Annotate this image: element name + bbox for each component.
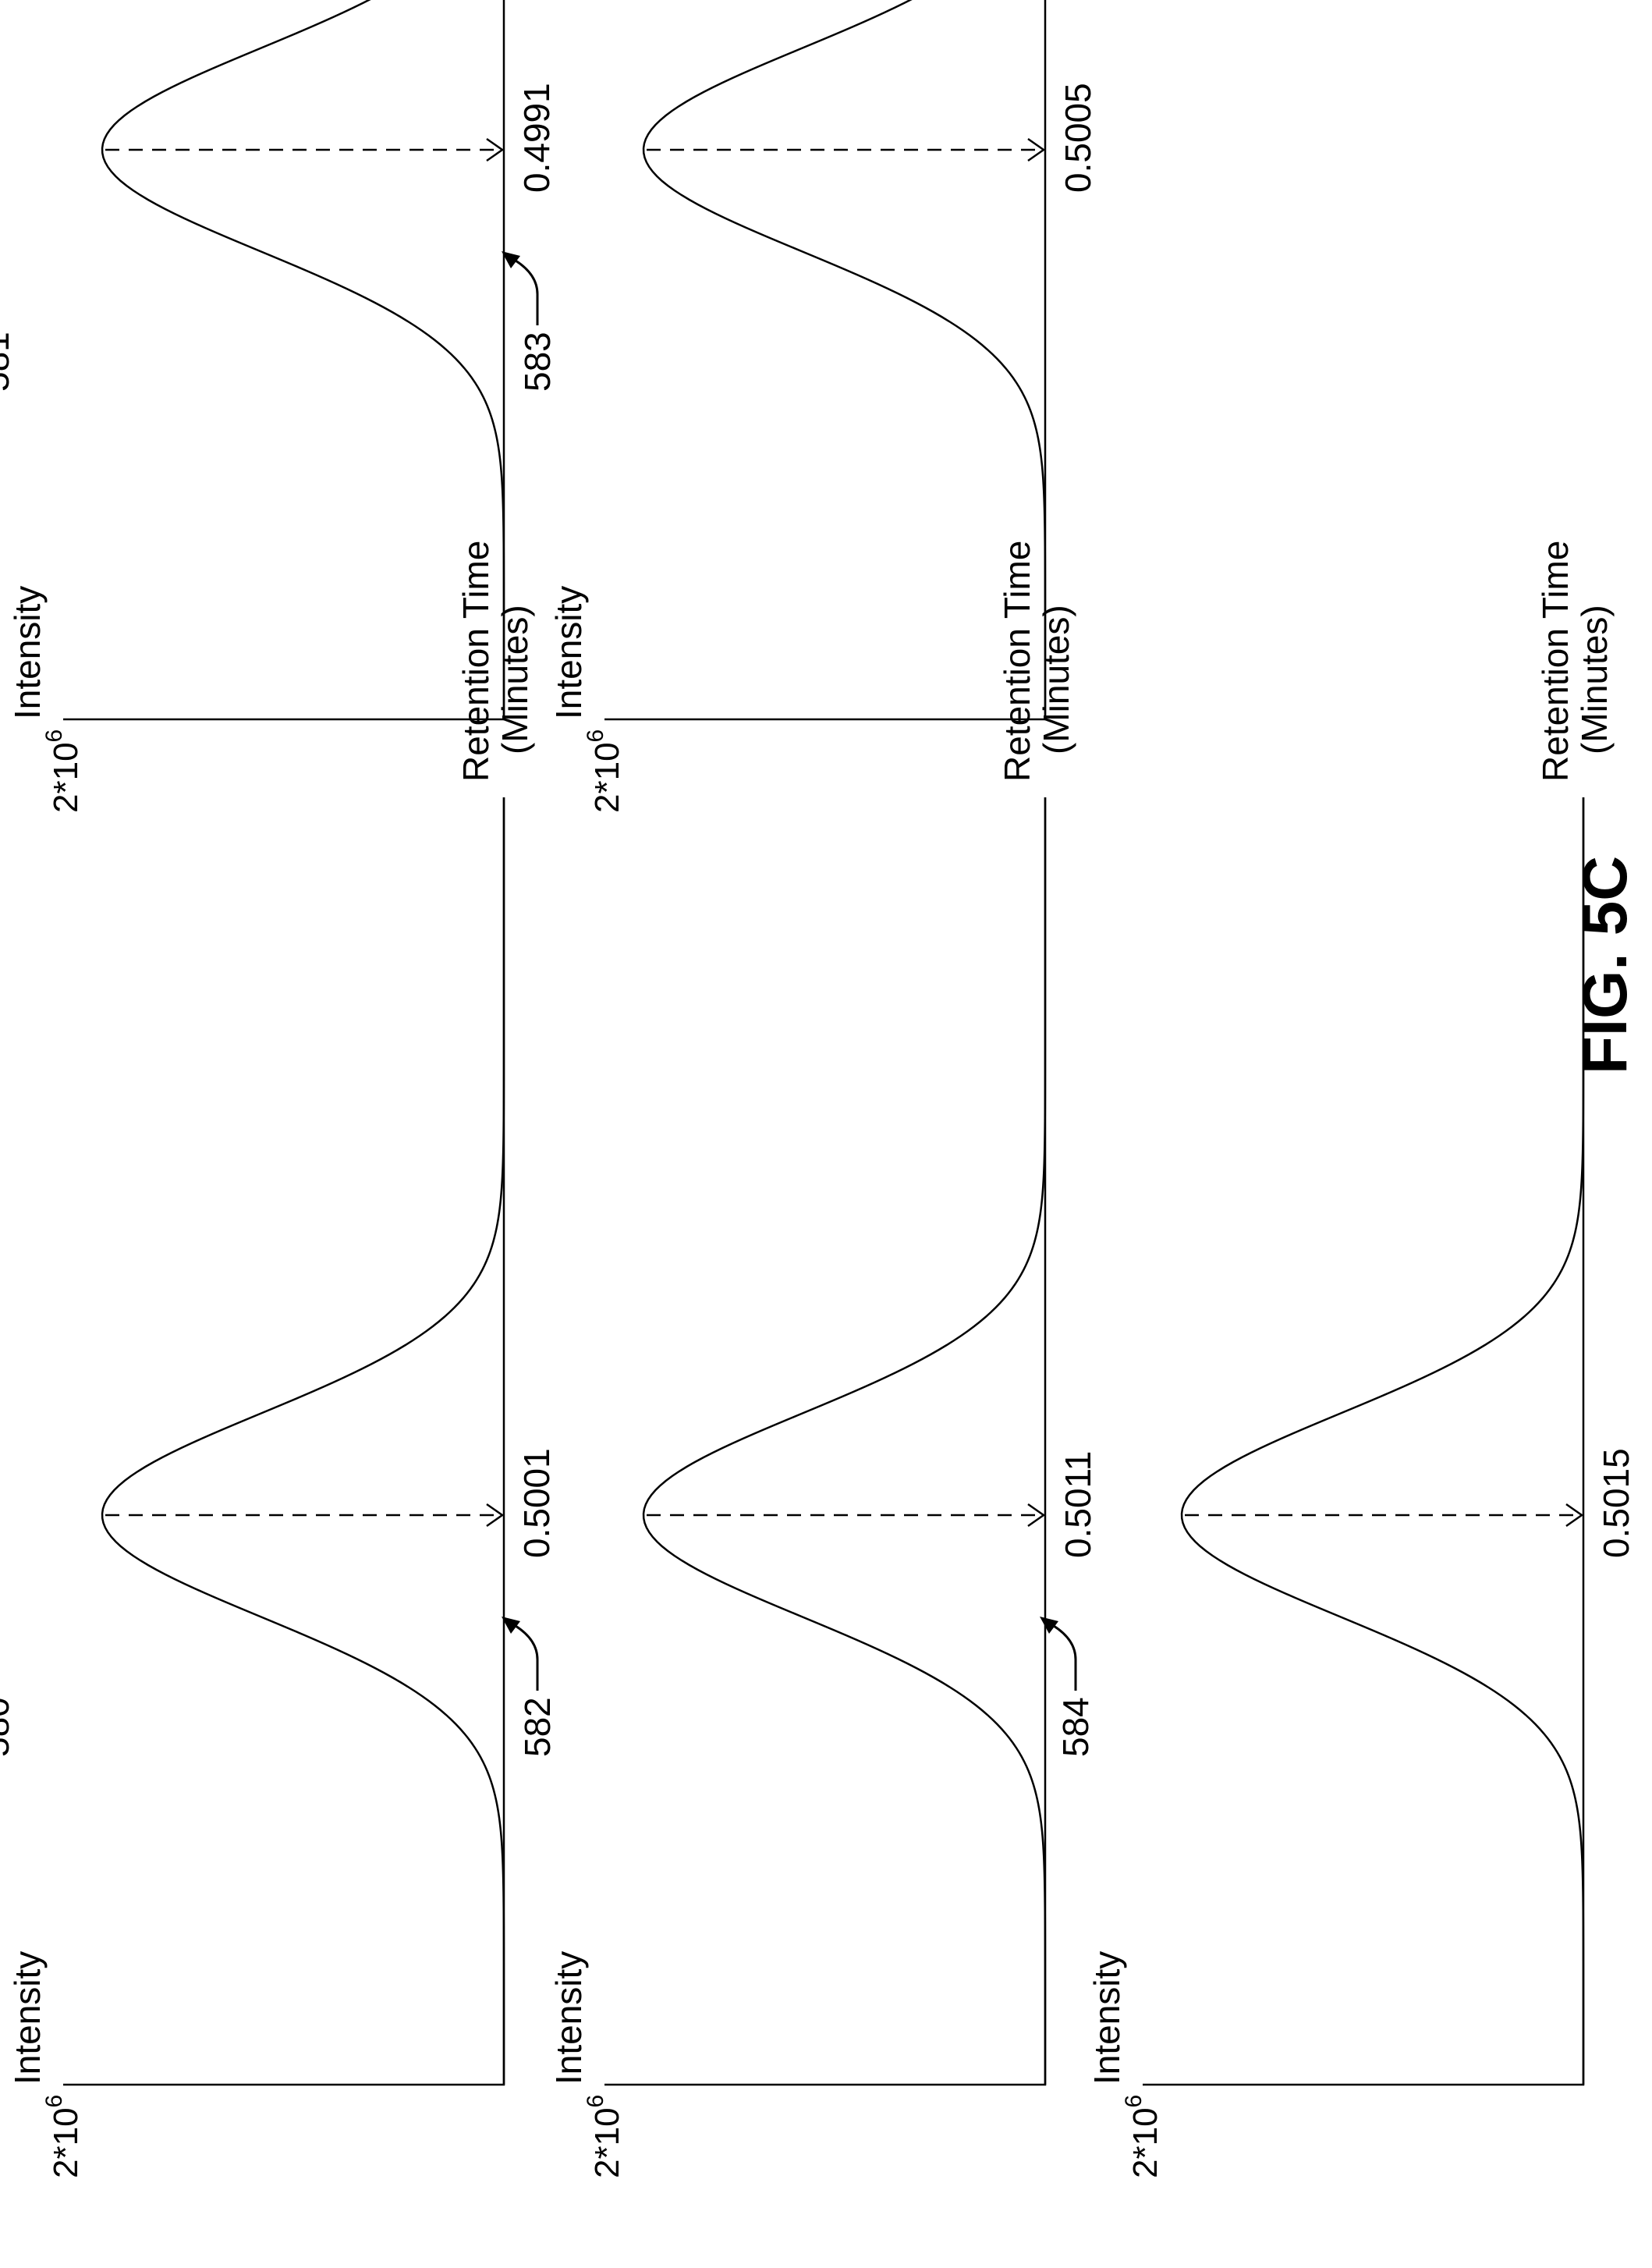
y-axis-label: Intensity (548, 586, 589, 719)
peak-marker-arrowhead (1565, 1503, 1584, 1528)
peak-marker-arrowhead (1027, 1503, 1046, 1528)
y-axis-max-label: 2*106 (41, 729, 85, 813)
y-axis-max-base: 2*10 (588, 742, 626, 813)
y-axis-max-label: 2*106 (1121, 2095, 1165, 2178)
y-axis-max-label: 2*106 (41, 2095, 85, 2178)
chromatogram-panel-584: 0.5015 2*106 Intensity Retention Time(Minut… (1040, 541, 1636, 2178)
peak-retention-label: 0.5011 (1058, 1451, 1098, 1558)
reference-number: 581 (0, 332, 16, 392)
figure-title: FIG. 5C (1570, 856, 1640, 1074)
chart-axes (604, 0, 1047, 721)
peak-marker-arrowhead (486, 137, 505, 162)
x-axis-label-line2: (Minutes) (1036, 605, 1076, 754)
chromatogram-peak-curve (101, 797, 505, 2085)
chart-axes (604, 797, 1047, 2086)
chromatogram-peak-curve (1180, 797, 1585, 2085)
y-axis-max-base: 2*10 (47, 742, 85, 813)
x-axis-label-line1: Retention Time (456, 541, 496, 782)
chromatogram-peak-curve (101, 0, 505, 719)
x-axis-label-line1: Retention Time (1535, 541, 1576, 782)
chart-axes (1143, 797, 1585, 2086)
y-axis-max-label: 2*106 (583, 729, 626, 813)
chromatogram-peak-curve (642, 797, 1047, 2085)
peak-marker-arrowhead (1027, 137, 1046, 162)
y-axis-max-exponent: 6 (583, 2095, 608, 2108)
reference-leader-arrow (515, 259, 539, 325)
chromatogram-panel-583: 0.5005 2*106 Intensity Retention Time(Minut… (502, 0, 1098, 813)
reference-numeral-582: 582 (502, 1617, 558, 1757)
x-axis-label-line1: Retention Time (997, 541, 1037, 782)
reference-number: 580 (0, 1697, 16, 1757)
y-axis-max-base: 2*10 (1126, 2107, 1165, 2178)
peak-retention-label: 0.5005 (1058, 83, 1098, 193)
reference-number: 583 (517, 332, 558, 392)
peak-retention-label: 0.4991 (516, 83, 557, 193)
reference-numeral-580: 580 (0, 1697, 16, 1757)
y-axis-label: Intensity (548, 1951, 589, 2085)
reference-number: 582 (517, 1697, 558, 1757)
peak-retention-label: 0.5001 (516, 1448, 557, 1558)
y-axis-max-exponent: 6 (1121, 2095, 1147, 2108)
x-axis-label-line2: (Minutes) (1574, 605, 1615, 754)
reference-arrowhead (502, 1617, 520, 1634)
x-axis-label-line2: (Minutes) (495, 605, 535, 754)
y-axis-label: Intensity (7, 586, 48, 719)
y-axis-max-base: 2*10 (47, 2107, 85, 2178)
reference-leader-arrow (1053, 1624, 1077, 1691)
peak-retention-label: 0.5015 (1596, 1448, 1636, 1558)
reference-arrowhead (502, 251, 520, 268)
y-axis-label: Intensity (7, 1951, 48, 2085)
y-axis-max-exponent: 6 (41, 2095, 67, 2108)
y-axis-max-exponent: 6 (583, 729, 608, 743)
reference-numeral-583: 583 (502, 251, 558, 392)
y-axis-max-label: 2*106 (583, 2095, 626, 2178)
y-axis-max-base: 2*10 (588, 2107, 626, 2178)
chart-axes (63, 797, 505, 2086)
chart-axes (63, 0, 505, 721)
peak-marker-arrowhead (486, 1503, 505, 1528)
reference-arrowhead (1040, 1617, 1058, 1634)
y-axis-max-exponent: 6 (41, 729, 67, 743)
reference-leader-arrow (515, 1624, 539, 1691)
reference-number: 584 (1055, 1697, 1096, 1757)
y-axis-label: Intensity (1087, 1951, 1127, 2085)
chromatogram-peak-curve (642, 0, 1047, 719)
reference-numeral-584: 584 (1040, 1617, 1096, 1757)
reference-numeral-581: 581 (0, 332, 16, 392)
chromatogram-panel-581: 0.4991 2*106 Intensity Retention Time(Minut… (0, 0, 557, 813)
